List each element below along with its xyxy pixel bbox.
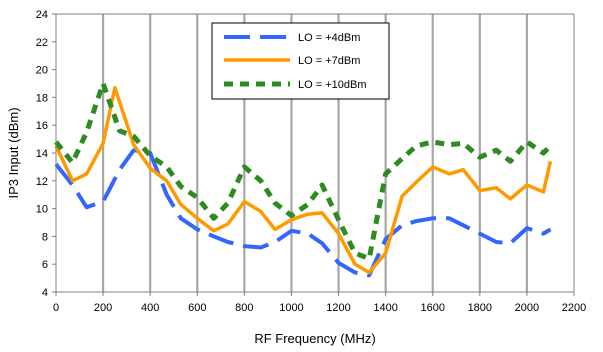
x-tick-label: 400 bbox=[141, 302, 159, 314]
y-tick-label: 18 bbox=[36, 92, 48, 104]
x-tick-label: 2000 bbox=[515, 302, 539, 314]
x-tick-label: 600 bbox=[188, 302, 206, 314]
x-tick-label: 0 bbox=[53, 302, 59, 314]
y-tick-label: 22 bbox=[36, 37, 48, 49]
x-tick-label: 1600 bbox=[420, 302, 444, 314]
y-axis-title: IP3 Input (dBm) bbox=[6, 107, 21, 198]
series-layer bbox=[54, 81, 553, 278]
series-line-1 bbox=[54, 85, 553, 275]
x-tick-label: 2200 bbox=[562, 302, 586, 314]
y-tick-label: 4 bbox=[42, 287, 48, 299]
y-axis: 4 6 8 10 12 14 16 18 20 22 24 bbox=[36, 9, 56, 299]
y-tick-label: 8 bbox=[42, 231, 48, 243]
x-axis-title: RF Frequency (MHz) bbox=[254, 331, 375, 346]
y-tick-label: 16 bbox=[36, 120, 48, 132]
x-tick-label: 1200 bbox=[326, 302, 350, 314]
legend: LO = +4dBm LO = +7dBm LO = +10dBm bbox=[211, 22, 390, 100]
x-axis: 0 200 400 600 800 1000 1200 1400 1600 1800 2000 220… bbox=[53, 292, 586, 314]
y-tick-label: 24 bbox=[36, 9, 48, 21]
y-tick-label: 12 bbox=[36, 176, 48, 188]
x-tick-label: 1000 bbox=[279, 302, 303, 314]
legend-label-lo-7: LO = +7dBm bbox=[298, 55, 360, 67]
x-tick-label: 200 bbox=[94, 302, 112, 314]
x-tick-label: 1800 bbox=[468, 302, 492, 314]
legend-label-lo-4: LO = +4dBm bbox=[298, 32, 360, 44]
x-tick-label: 800 bbox=[235, 302, 253, 314]
y-tick-label: 14 bbox=[36, 148, 48, 160]
legend-label-lo-10: LO = +10dBm bbox=[298, 79, 367, 91]
y-tick-label: 20 bbox=[36, 65, 48, 77]
x-tick-label: 1400 bbox=[373, 302, 397, 314]
y-tick-label: 10 bbox=[36, 204, 48, 216]
y-tick-label: 6 bbox=[42, 259, 48, 271]
